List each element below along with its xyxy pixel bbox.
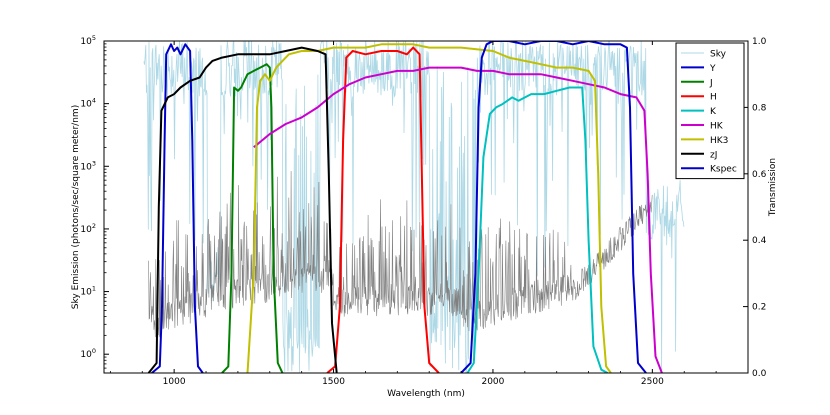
y-right-tick-label: 0.6 — [752, 170, 767, 180]
legend-label-h: H — [710, 93, 717, 103]
y-left-tick-label: 104 — [80, 97, 96, 110]
y-axis-label-left: Sky Emission (photons/sec/square meter/n… — [71, 105, 81, 309]
y-right-tick-label: 0.4 — [752, 236, 767, 246]
y-left-tick-label: 102 — [80, 222, 96, 235]
sky-emission-line — [148, 171, 653, 338]
legend-label-hk3: HK3 — [710, 136, 728, 146]
x-axis-label: Wavelength (nm) — [387, 389, 465, 399]
sky-emission-curve — [148, 171, 653, 338]
series-line-h — [326, 46, 440, 373]
y-right-tick-label: 0.2 — [752, 303, 766, 313]
filter-curves — [147, 41, 663, 373]
x-tick-label: 1000 — [163, 377, 186, 387]
legend-label-j: J — [709, 78, 713, 88]
y-axis-label-right: Transmission — [768, 158, 778, 217]
legend-label-k: K — [710, 107, 717, 117]
x-tick-label: 1500 — [322, 377, 345, 387]
series-line-kspec — [460, 41, 647, 373]
y-left-tick-label: 100 — [80, 347, 96, 360]
axes: 1000 1500 2000 2500 100 101 102 103 104 105 0.0 0.2… — [80, 34, 766, 387]
legend-label-kspec: Kspec — [710, 165, 737, 175]
y-right-tick-label: 0.0 — [752, 369, 767, 379]
legend-label-sky: Sky — [710, 50, 727, 60]
series-line-y — [151, 43, 204, 373]
series-line-hk — [253, 66, 663, 373]
series-line-zj — [147, 46, 338, 373]
y-left-tick-label: 105 — [80, 34, 96, 47]
y-left-tick-label: 103 — [80, 159, 96, 172]
legend-label-zj: zJ — [710, 150, 717, 160]
legend-label-hk: HK — [710, 122, 724, 132]
plot-frame — [103, 40, 749, 374]
series-line-hk3 — [246, 43, 612, 373]
y-right-tick-label: 0.8 — [752, 103, 767, 113]
series-line-k — [466, 86, 609, 373]
x-tick-label: 2500 — [641, 377, 664, 387]
series-line-j — [221, 63, 284, 373]
legend-label-y: Y — [709, 64, 716, 74]
x-tick-label: 2000 — [481, 377, 504, 387]
y-right-tick-label: 1.0 — [752, 37, 767, 47]
y-left-tick-label: 101 — [80, 285, 96, 298]
